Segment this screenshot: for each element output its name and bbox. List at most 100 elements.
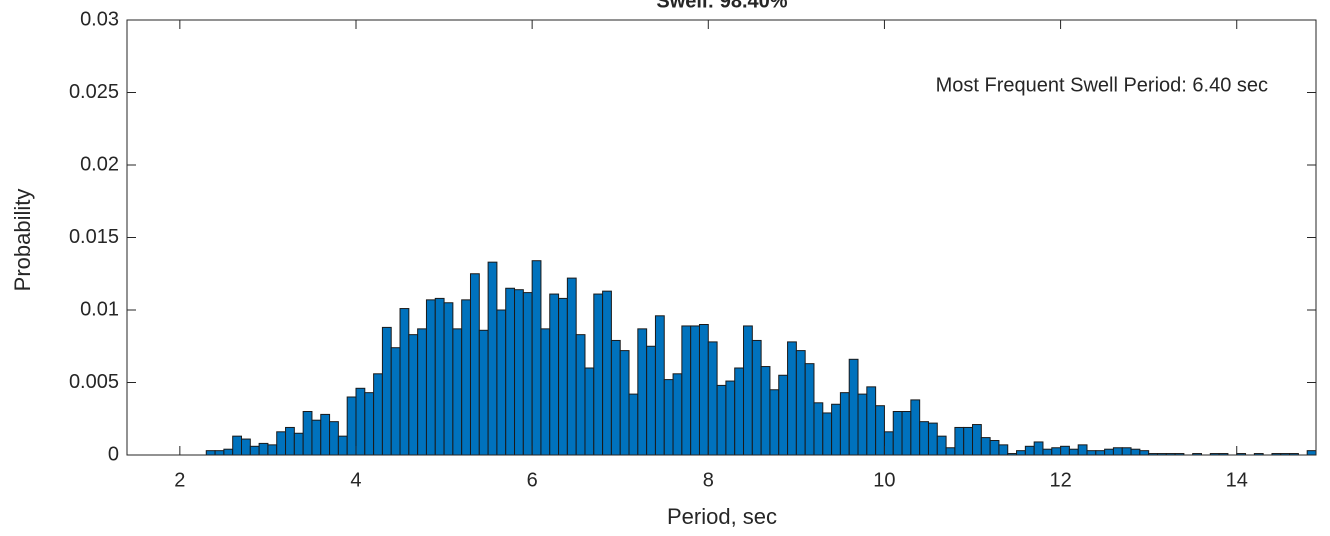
bar	[1095, 450, 1106, 456]
bar	[267, 444, 278, 456]
bar	[875, 405, 885, 456]
bar	[276, 431, 287, 456]
bar	[760, 366, 771, 456]
y-tick-label: 0	[108, 443, 119, 465]
bar	[1077, 444, 1088, 456]
bar	[258, 442, 269, 456]
bar	[522, 292, 533, 456]
bar	[619, 350, 630, 456]
bar	[883, 431, 894, 456]
bar	[1130, 448, 1141, 456]
bar	[417, 328, 427, 456]
bar	[293, 432, 304, 456]
bar	[381, 326, 392, 456]
bar	[831, 403, 841, 456]
bar	[848, 358, 859, 456]
bar	[857, 393, 868, 456]
bar	[373, 373, 383, 456]
bar	[399, 308, 410, 456]
bar	[998, 444, 1009, 456]
bar	[311, 419, 322, 456]
bar	[1042, 448, 1053, 456]
bar	[1086, 450, 1097, 456]
bar	[285, 426, 295, 456]
bar	[337, 435, 348, 456]
bar	[813, 402, 824, 456]
bar	[839, 392, 850, 456]
bar	[232, 435, 242, 456]
bar	[787, 341, 797, 456]
bar	[214, 450, 225, 456]
bar	[936, 435, 947, 456]
bar	[1112, 447, 1123, 456]
bar	[593, 293, 604, 456]
bar	[646, 345, 656, 456]
annotation: Most Frequent Swell Period: 6.40 sec	[936, 74, 1268, 96]
bar	[663, 379, 674, 456]
bar	[364, 392, 375, 456]
bar	[302, 411, 313, 456]
y-tick-label: 0.01	[80, 298, 119, 320]
bar	[707, 341, 718, 456]
bar	[566, 277, 577, 456]
bar	[672, 373, 683, 456]
bar	[514, 289, 524, 456]
bar	[478, 329, 489, 456]
y-tick-label: 0.015	[69, 226, 119, 248]
chart-title: Swell: 98.40%	[656, 0, 787, 12]
bar	[531, 260, 542, 456]
bar	[927, 422, 938, 456]
x-tick-label: 10	[873, 469, 895, 491]
bar	[725, 380, 736, 456]
y-tick-label: 0.005	[69, 371, 119, 393]
bar	[610, 339, 621, 456]
bar	[575, 334, 586, 456]
bar	[249, 445, 260, 456]
bar	[355, 387, 366, 456]
bar	[892, 411, 903, 456]
bar	[989, 440, 1000, 456]
y-axis-label: Probability	[10, 189, 35, 292]
bar	[743, 325, 753, 456]
x-tick-label: 2	[174, 469, 185, 491]
bar	[637, 328, 648, 456]
bar	[320, 413, 331, 456]
bar	[1139, 450, 1150, 456]
bar	[505, 287, 516, 456]
bar	[866, 386, 877, 456]
bar	[240, 438, 251, 456]
bar	[461, 299, 471, 456]
y-tick-label: 0.02	[80, 153, 119, 175]
bar	[452, 328, 463, 456]
bar	[443, 302, 454, 456]
x-tick-label: 6	[527, 469, 538, 491]
bar	[602, 290, 612, 456]
bar	[434, 297, 445, 456]
bar	[1024, 445, 1035, 456]
bar	[901, 411, 912, 456]
bar	[945, 447, 956, 456]
bar	[329, 421, 339, 456]
bar	[390, 347, 401, 456]
bar	[408, 334, 419, 456]
x-tick-label: 8	[703, 469, 714, 491]
bar	[751, 339, 762, 456]
x-tick-label: 14	[1226, 469, 1248, 491]
bar	[822, 412, 833, 456]
bar	[1306, 450, 1317, 456]
bar	[549, 293, 560, 456]
bar	[698, 324, 709, 456]
bar	[919, 421, 929, 456]
bar	[980, 437, 991, 456]
bar	[795, 350, 806, 456]
bar	[1051, 447, 1062, 456]
bar	[681, 325, 692, 456]
bar	[487, 261, 498, 456]
x-tick-label: 12	[1049, 469, 1071, 491]
bar	[804, 363, 815, 456]
bar	[558, 297, 568, 456]
bar	[469, 273, 480, 456]
bar	[425, 299, 436, 456]
bar	[690, 325, 700, 456]
